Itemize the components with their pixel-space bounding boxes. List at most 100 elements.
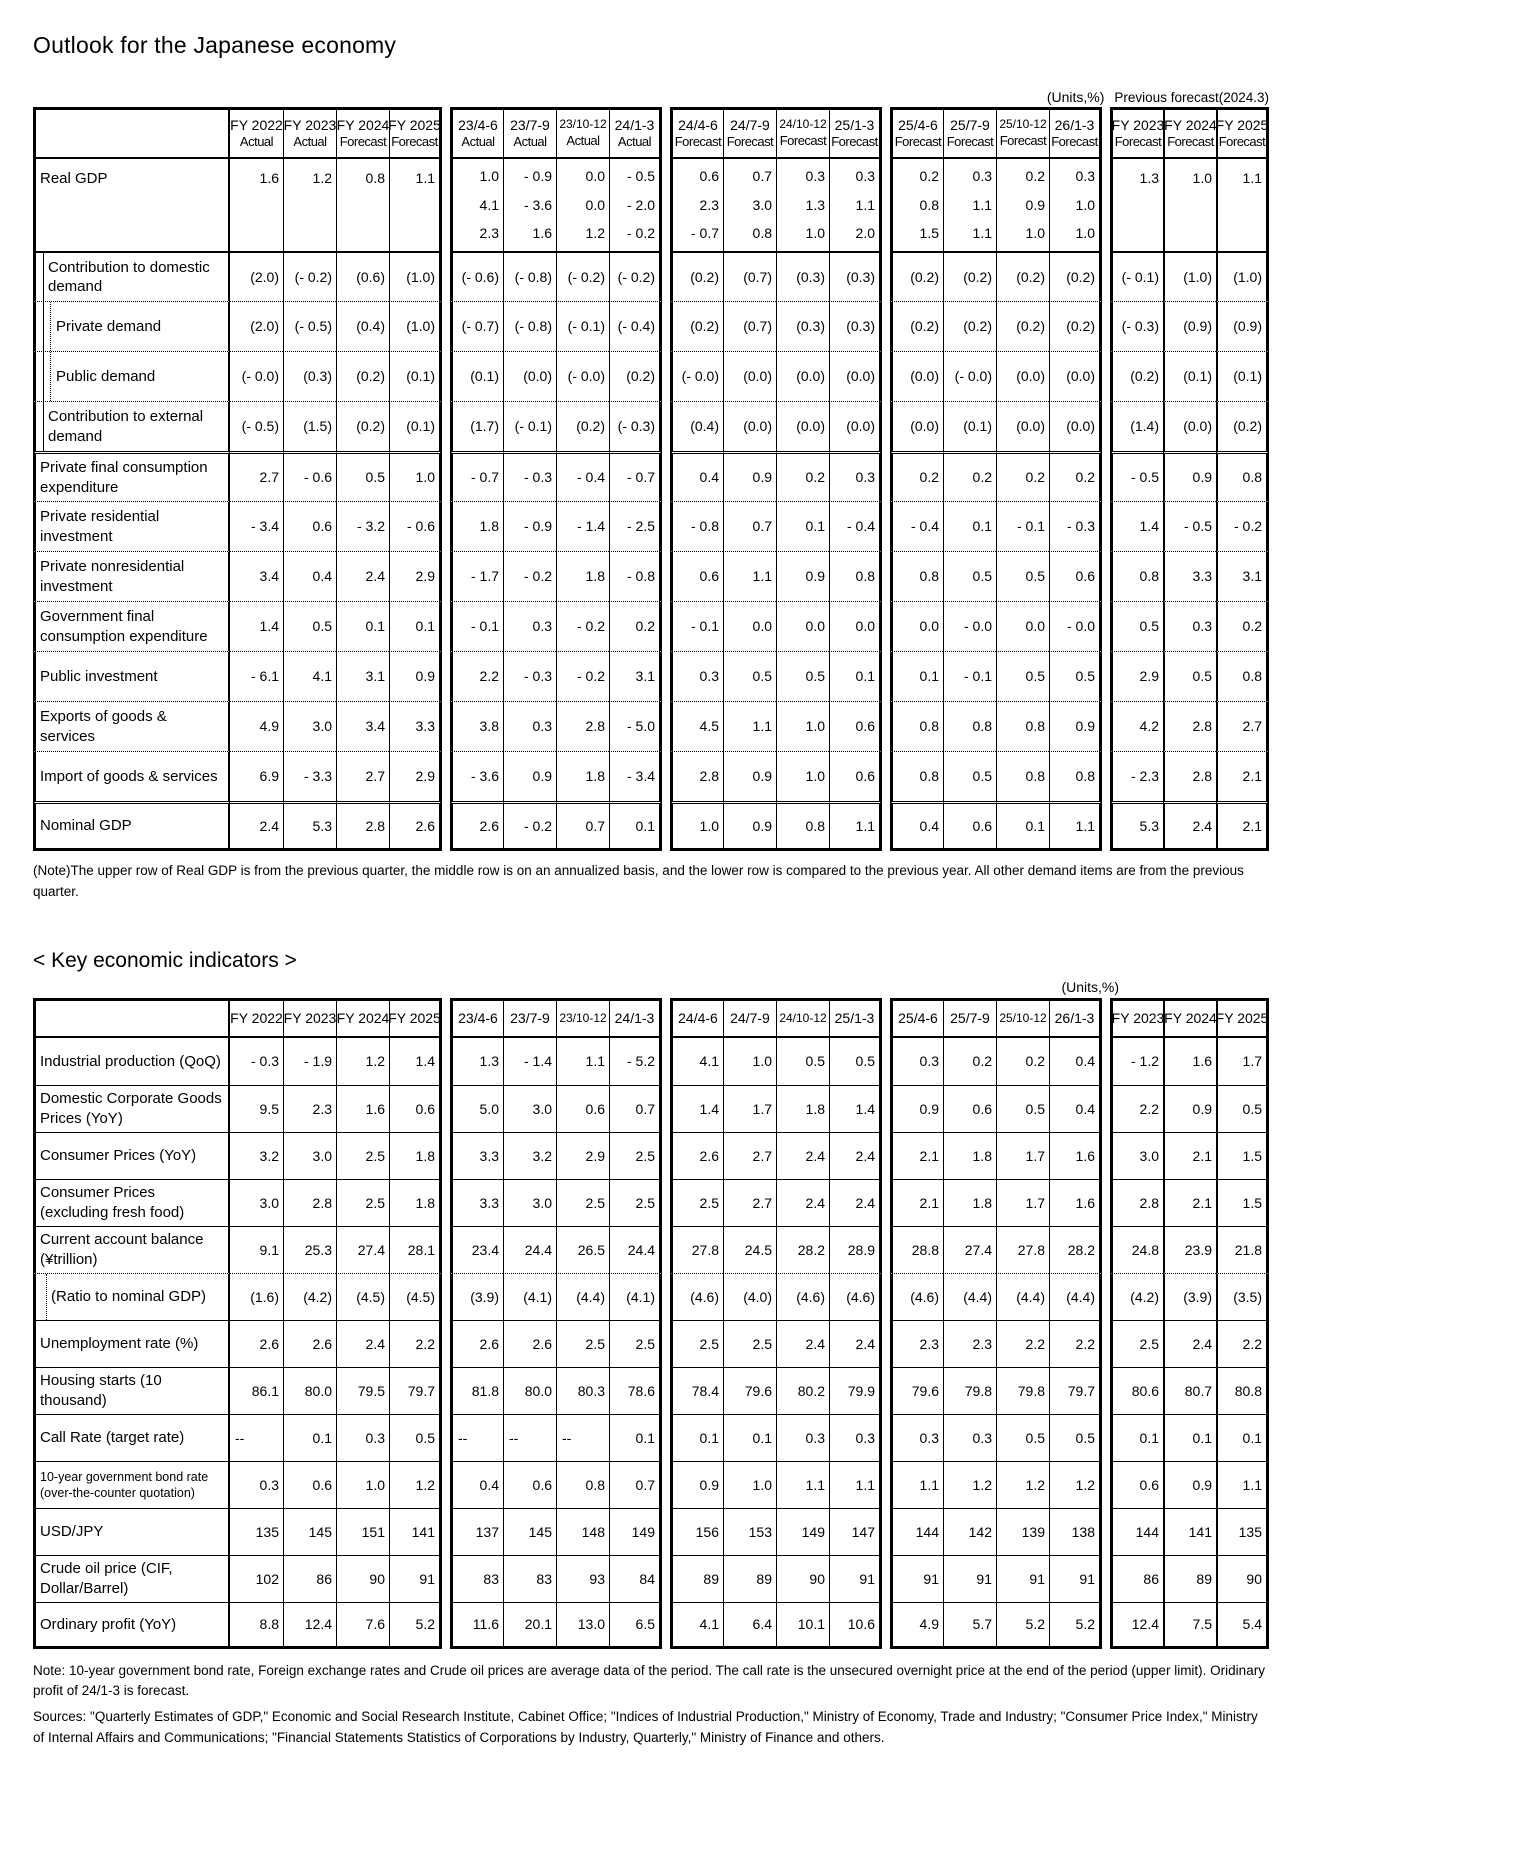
value-cell: 3.2	[503, 1131, 556, 1179]
table-group-gap	[442, 401, 450, 451]
table-group-gap	[662, 1367, 670, 1414]
column-header-period: 25/4-6	[898, 116, 938, 133]
value-cell: 1.8	[450, 501, 503, 552]
table-group-gap	[882, 601, 890, 651]
value-cell: 0.8	[776, 801, 829, 852]
value-cell: (0.0)	[1049, 351, 1102, 402]
value-cell: 0.3 1.1 2.0	[829, 159, 882, 252]
table-group-gap	[442, 1508, 450, 1555]
row-label: Import of goods & services	[33, 751, 230, 802]
column-header-period: FY 2024	[336, 1010, 390, 1027]
value-cell: - 0.0	[1049, 601, 1102, 652]
table-group-gap	[1102, 1085, 1110, 1132]
value-cell: 0.6	[943, 801, 996, 852]
table-group-gap	[882, 1461, 890, 1508]
table-group-gap	[1102, 1367, 1110, 1414]
table-group-gap	[442, 601, 450, 651]
value-cell: 0.9	[723, 451, 776, 502]
value-cell: 1.7	[996, 1178, 1049, 1226]
value-cell: 1.2	[1049, 1460, 1102, 1508]
value-cell: 1.7	[996, 1131, 1049, 1179]
table-group-gap	[882, 998, 890, 1038]
value-cell: 20.1	[503, 1601, 556, 1649]
value-cell: 3.0	[230, 1178, 283, 1226]
value-cell: (- 0.4)	[609, 301, 662, 352]
value-cell: 0.8	[1216, 651, 1269, 702]
value-cell: (- 0.0)	[943, 351, 996, 402]
value-cell: --	[503, 1413, 556, 1461]
value-cell: (0.6)	[336, 251, 389, 302]
value-cell: 1.1	[829, 1460, 882, 1508]
value-cell: 142	[943, 1507, 996, 1555]
value-cell: (0.1)	[389, 401, 442, 452]
value-cell: 80.6	[1110, 1366, 1163, 1414]
table-group-gap	[662, 1555, 670, 1602]
table-group-gap	[442, 451, 450, 501]
column-header-period: 24/7-9	[730, 116, 770, 133]
value-cell: (2.0)	[230, 301, 283, 351]
value-cell: 0.1	[723, 1413, 776, 1461]
column-header: FY 2025 Forecast	[1216, 107, 1269, 159]
value-cell: 2.4	[776, 1319, 829, 1367]
value-cell: 2.5	[670, 1319, 723, 1367]
column-header-period: FY 2023	[1111, 116, 1165, 133]
value-cell: (0.0)	[829, 401, 882, 452]
value-cell: 1.0	[723, 1037, 776, 1085]
table-group-gap	[442, 1273, 450, 1320]
value-cell: 2.6	[503, 1319, 556, 1367]
table-corner-cell	[33, 107, 230, 159]
value-cell: 2.6	[230, 1319, 283, 1367]
value-cell: 0.5	[776, 651, 829, 702]
value-cell: (0.1)	[1216, 351, 1269, 402]
value-cell: 0.5	[1049, 1413, 1102, 1461]
value-cell: (- 0.8)	[503, 301, 556, 352]
value-cell: - 0.8	[609, 551, 662, 602]
value-cell: 0.6	[283, 501, 336, 552]
column-header-type: Forecast	[1167, 134, 1214, 150]
value-cell: 2.2	[1216, 1319, 1269, 1367]
value-cell: - 0.7	[450, 451, 503, 502]
value-cell: 80.0	[503, 1366, 556, 1414]
value-cell: 0.7	[609, 1084, 662, 1132]
column-header: FY 2023	[1110, 997, 1164, 1038]
table-group-gap	[1102, 1555, 1110, 1602]
value-cell: (2.0)	[230, 251, 283, 301]
value-cell: 2.8	[283, 1178, 336, 1226]
column-header-period: FY 2024	[1164, 1010, 1217, 1027]
value-cell: (4.4)	[1049, 1272, 1102, 1320]
value-cell: - 0.3	[503, 651, 556, 702]
value-cell: 0.6	[829, 701, 882, 752]
column-header-type: Forecast	[779, 132, 827, 148]
value-cell: 27.8	[670, 1225, 723, 1273]
value-cell: 0.8	[1216, 451, 1269, 502]
column-header-period: 24/4-6	[678, 1010, 718, 1027]
value-cell: 139	[996, 1507, 1049, 1555]
value-cell: 8.8	[230, 1601, 283, 1649]
value-cell: 0.1	[943, 501, 996, 552]
value-cell: 0.6	[389, 1084, 442, 1132]
value-cell: 9.1	[230, 1225, 283, 1273]
value-cell: - 0.5	[1163, 501, 1216, 552]
value-cell: (4.2)	[283, 1272, 336, 1320]
value-cell: (0.4)	[336, 301, 389, 352]
column-header-period: 23/4-6	[458, 1010, 498, 1027]
value-cell: 2.4	[829, 1319, 882, 1367]
table-group-gap	[662, 501, 670, 551]
value-cell: 3.3	[389, 701, 442, 752]
value-cell: 3.0	[283, 701, 336, 752]
value-cell: 4.5	[670, 701, 723, 752]
table-group-gap	[1102, 998, 1110, 1038]
value-cell: - 2.5	[609, 501, 662, 552]
column-header: FY 2025	[1216, 997, 1269, 1038]
value-cell: 0.0	[890, 601, 943, 652]
value-cell: 24.4	[503, 1225, 556, 1273]
value-cell: - 1.9	[283, 1037, 336, 1085]
value-cell: 2.4	[230, 801, 283, 852]
value-cell: 0.8	[890, 551, 943, 602]
table-group-gap	[662, 1038, 670, 1085]
table-group-gap	[442, 1179, 450, 1226]
value-cell: 0.1	[996, 801, 1049, 852]
value-cell: 79.7	[389, 1366, 442, 1414]
value-cell: 2.6	[670, 1131, 723, 1179]
value-cell: 2.5	[336, 1131, 389, 1179]
